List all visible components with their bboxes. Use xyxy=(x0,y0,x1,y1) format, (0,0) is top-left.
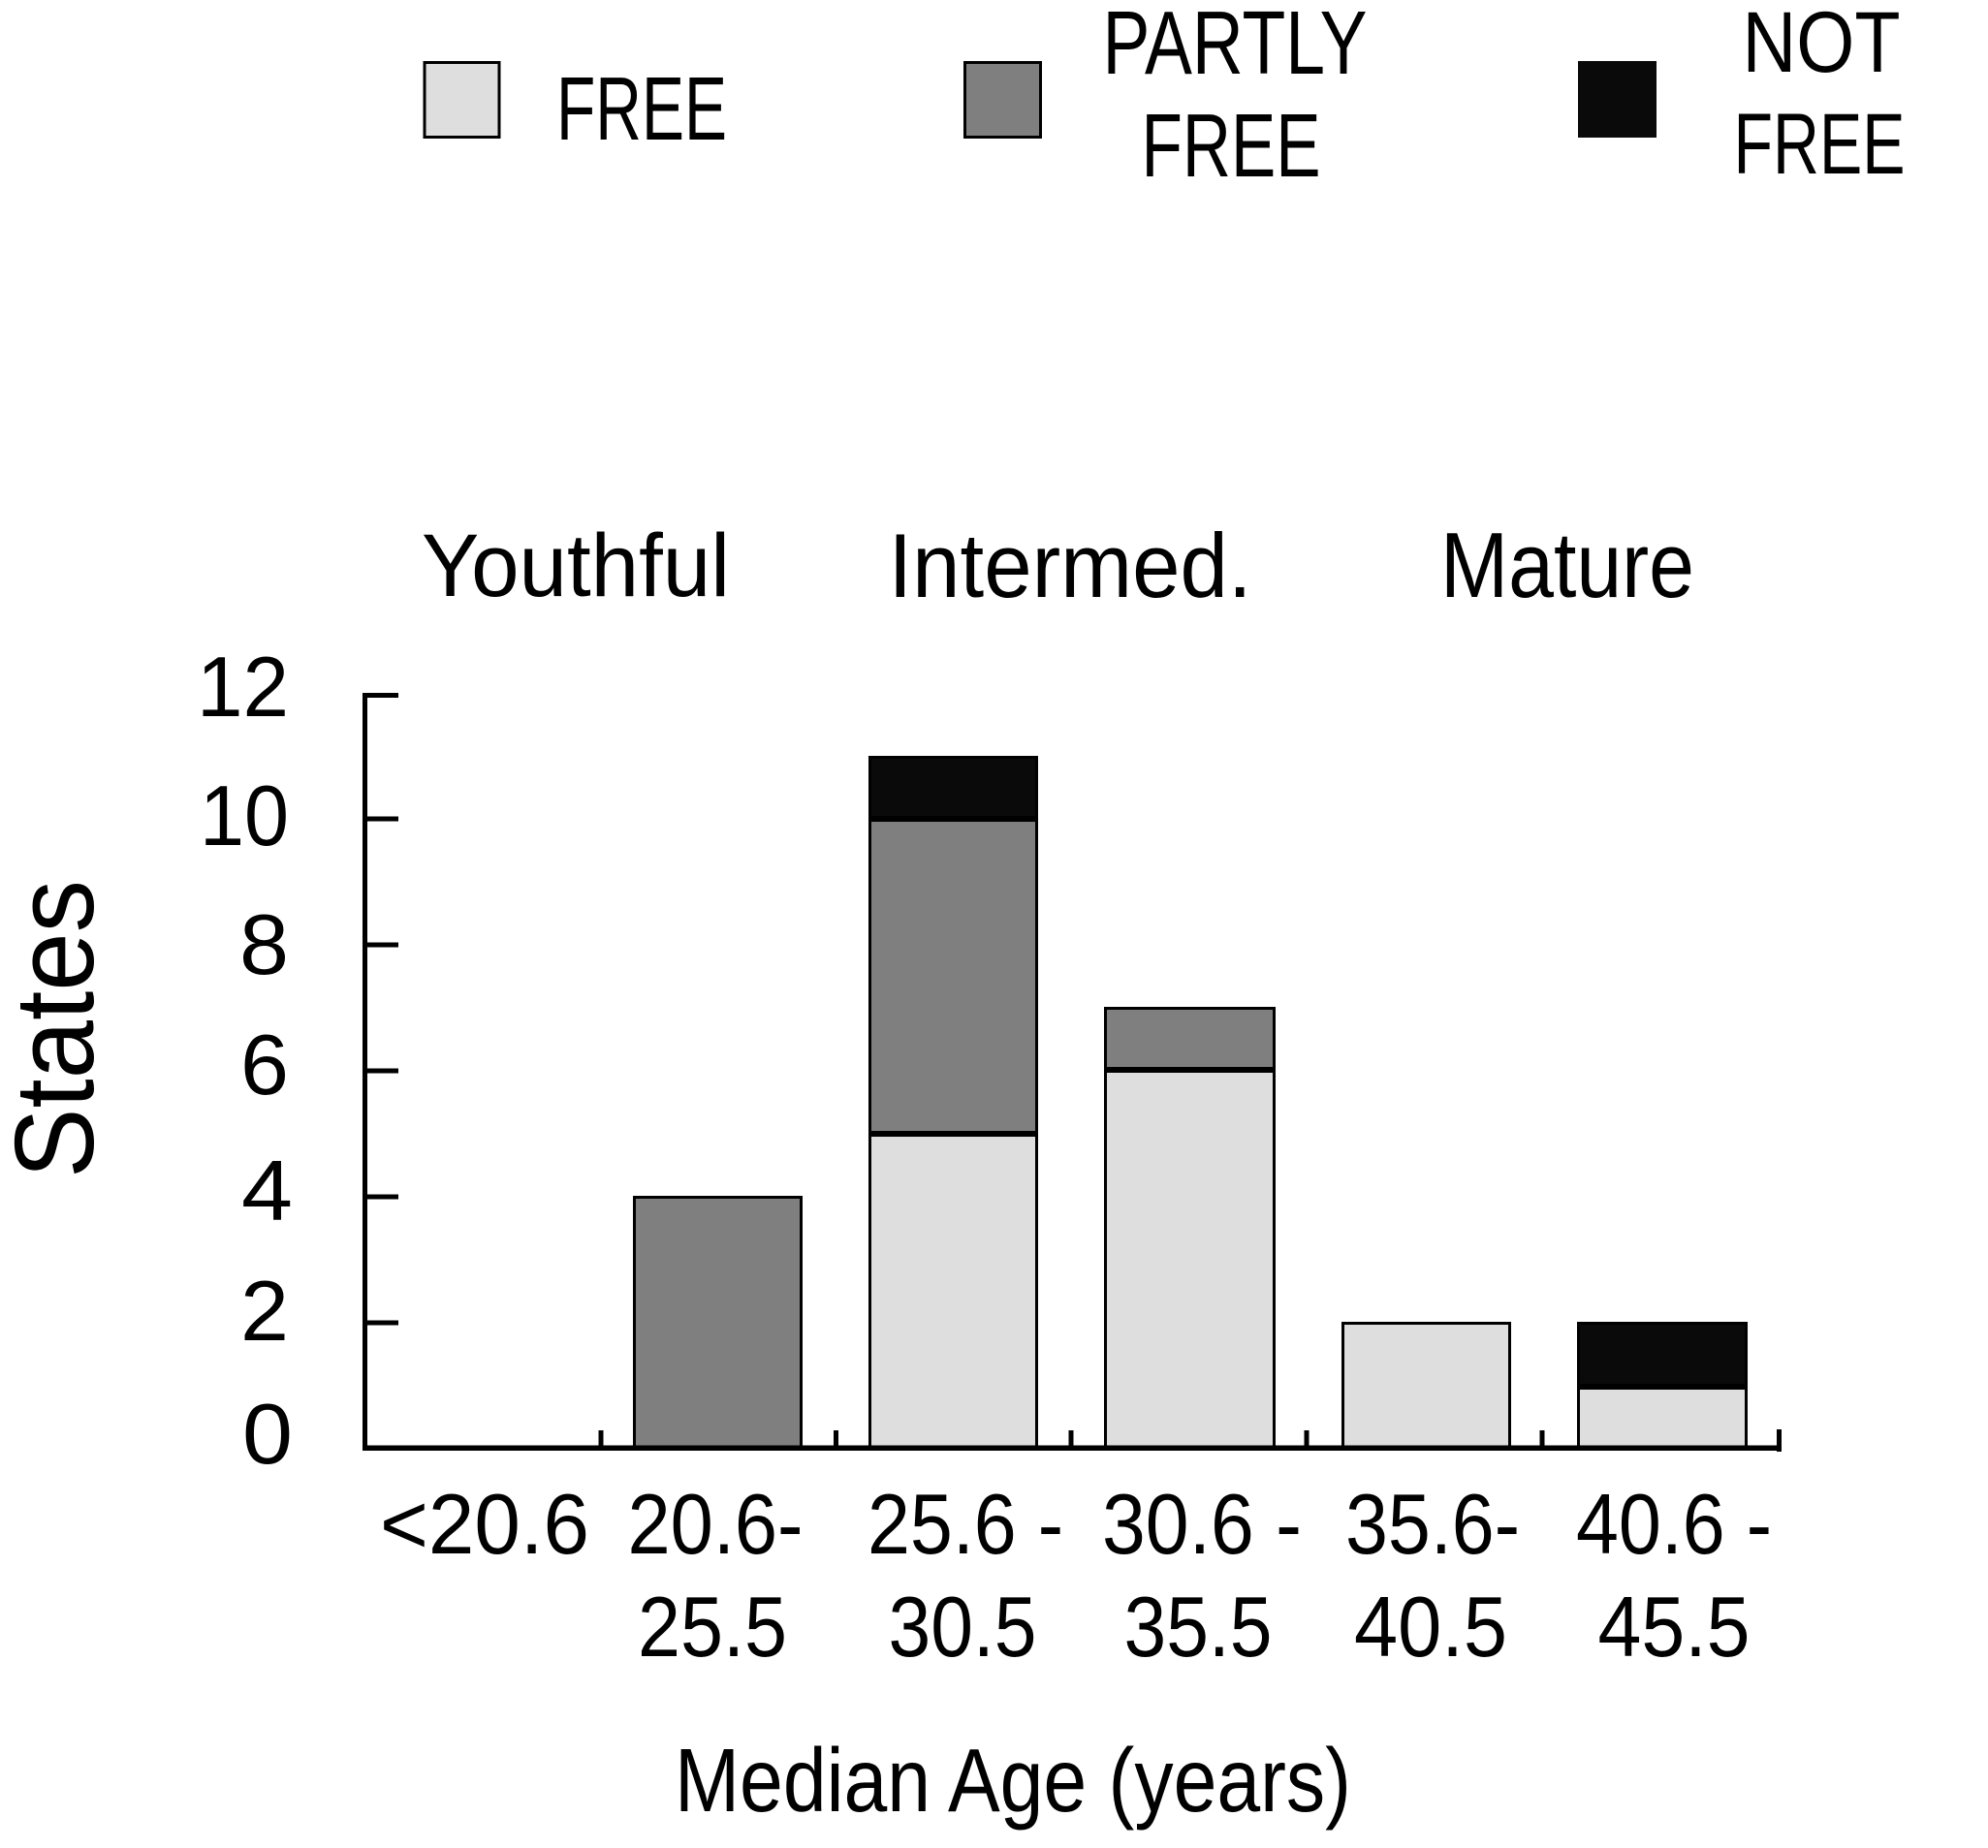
svg-text:0: 0 xyxy=(242,1386,293,1482)
svg-text:Mature: Mature xyxy=(1440,514,1694,617)
svg-text:40.6 -: 40.6 - xyxy=(1576,1476,1772,1572)
svg-text:30.5: 30.5 xyxy=(889,1579,1037,1675)
svg-text:10: 10 xyxy=(200,767,289,863)
svg-text:<20.6: <20.6 xyxy=(380,1476,589,1572)
svg-text:Median Age (years): Median Age (years) xyxy=(675,1730,1351,1831)
svg-text:20.6-: 20.6- xyxy=(628,1476,804,1572)
svg-text:2: 2 xyxy=(240,1263,289,1359)
svg-text:40.5: 40.5 xyxy=(1354,1579,1507,1675)
svg-text:25.5: 25.5 xyxy=(638,1579,787,1675)
svg-text:35.5: 35.5 xyxy=(1124,1579,1273,1675)
svg-text:6: 6 xyxy=(240,1017,289,1112)
svg-text:45.5: 45.5 xyxy=(1598,1579,1751,1675)
svg-text:NOT: NOT xyxy=(1743,0,1901,90)
svg-text:25.6 -: 25.6 - xyxy=(868,1476,1063,1572)
svg-text:35.6-: 35.6- xyxy=(1345,1476,1520,1572)
svg-text:8: 8 xyxy=(239,896,289,992)
svg-text:FREE: FREE xyxy=(1142,95,1321,196)
svg-text:FREE: FREE xyxy=(1734,95,1906,192)
svg-text:4: 4 xyxy=(241,1143,293,1238)
svg-text:Intermed.: Intermed. xyxy=(889,515,1252,616)
svg-text:30.6 -: 30.6 - xyxy=(1102,1476,1302,1572)
svg-text:FREE: FREE xyxy=(556,58,727,159)
svg-text:12: 12 xyxy=(197,639,289,735)
svg-text:States: States xyxy=(0,880,117,1178)
svg-text:Youthful: Youthful xyxy=(422,517,730,615)
svg-text:PARTLY: PARTLY xyxy=(1103,0,1368,93)
